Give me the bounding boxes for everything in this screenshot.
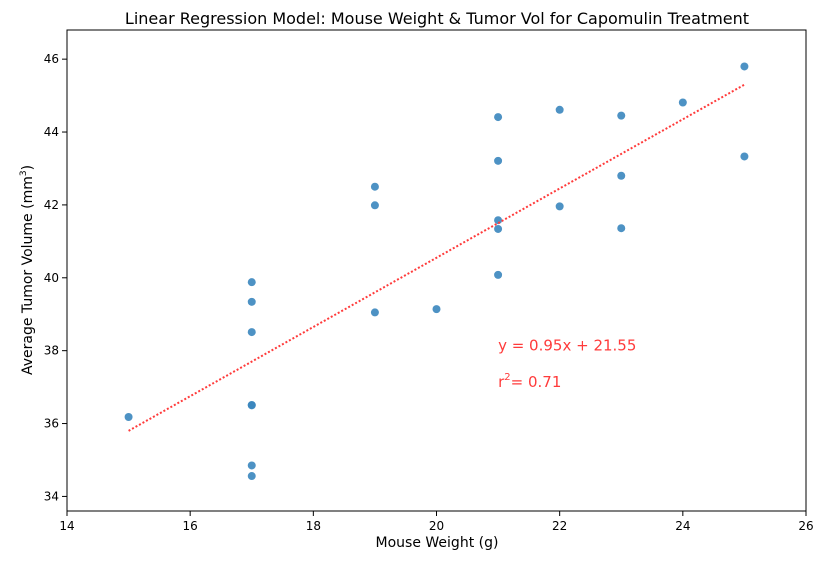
y-tick-label: 38 xyxy=(44,344,59,358)
data-point xyxy=(247,472,256,481)
x-tick-label: 26 xyxy=(798,519,813,533)
x-tick-label: 24 xyxy=(675,519,690,533)
data-point xyxy=(494,224,503,233)
x-tick-label: 14 xyxy=(59,519,74,533)
data-point xyxy=(247,278,256,287)
data-points xyxy=(124,62,749,481)
data-point xyxy=(494,216,503,225)
data-point xyxy=(494,270,503,279)
y-tick-label: 44 xyxy=(44,125,59,139)
data-point xyxy=(370,308,379,317)
data-point xyxy=(494,113,503,122)
x-tick-label: 16 xyxy=(183,519,198,533)
data-point xyxy=(124,412,133,421)
data-point xyxy=(617,171,626,180)
data-point xyxy=(247,328,256,337)
data-point xyxy=(494,156,503,165)
data-point xyxy=(432,305,441,314)
data-point xyxy=(247,297,256,306)
y-tick-label: 46 xyxy=(44,52,59,66)
data-point xyxy=(617,111,626,120)
data-point xyxy=(740,152,749,161)
data-point xyxy=(370,182,379,191)
data-point xyxy=(555,105,564,114)
r2-value: = 0.71 xyxy=(511,373,562,391)
regression-equation: y = 0.95x + 21.55 xyxy=(498,337,636,355)
r2-superscript: 2 xyxy=(504,372,510,383)
y-axis-label-close: ) xyxy=(20,165,36,170)
data-point xyxy=(247,401,256,410)
y-tick-label: 40 xyxy=(44,271,59,285)
plot-area xyxy=(66,29,807,512)
y-axis-ticks: 34 36 38 40 42 44 46 xyxy=(44,52,67,503)
x-tick-label: 20 xyxy=(429,519,444,533)
chart-title: Linear Regression Model: Mouse Weight & … xyxy=(125,9,749,28)
y-tick-label: 36 xyxy=(44,417,59,431)
x-tick-label: 22 xyxy=(552,519,567,533)
data-point xyxy=(678,98,687,107)
data-point xyxy=(555,202,564,211)
y-tick-label: 34 xyxy=(44,489,59,503)
data-point xyxy=(617,224,626,233)
data-point xyxy=(740,62,749,71)
x-axis-label: Mouse Weight (g) xyxy=(376,535,499,551)
y-tick-label: 42 xyxy=(44,198,59,212)
y-axis-label-main: Average Tumor Volume (mm xyxy=(20,176,36,375)
y-axis-label: Average Tumor Volume (mm3) xyxy=(19,165,36,375)
r-squared-label: r2= 0.71 xyxy=(498,372,561,391)
r2-prefix: r xyxy=(498,373,505,391)
x-axis-ticks: 14 16 18 20 22 24 26 xyxy=(59,511,814,533)
y-axis-label-superscript: 3 xyxy=(19,170,29,176)
regression-line xyxy=(128,83,745,432)
data-point xyxy=(370,201,379,210)
data-point xyxy=(247,461,256,470)
x-tick-label: 18 xyxy=(306,519,321,533)
